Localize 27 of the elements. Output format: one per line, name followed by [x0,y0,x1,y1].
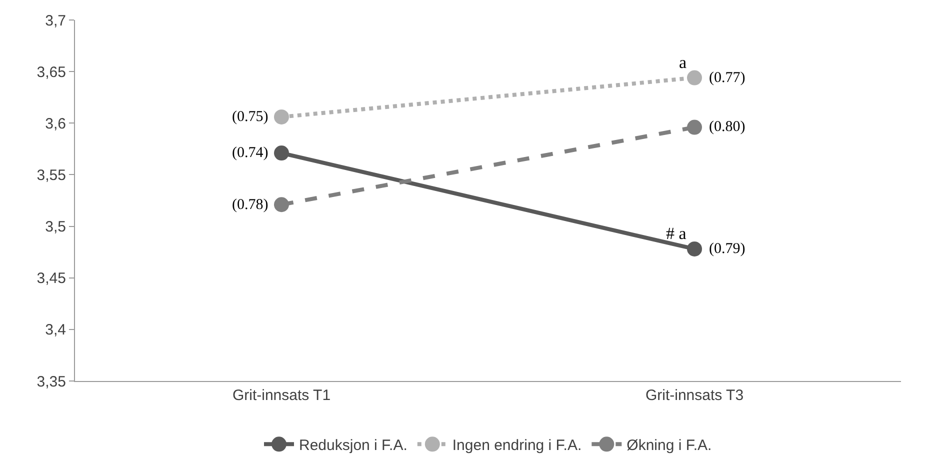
annotation: # a [666,224,687,243]
point [687,241,702,256]
legend-label: Reduksjon i F.A. [299,437,408,454]
legend-label: Økning i F.A. [626,437,712,454]
y-tick-label: 3,5 [45,218,66,236]
y-tick-label: 3,65 [36,64,66,81]
annotation: (0.79) [709,241,746,257]
point [274,146,289,161]
annotation: (0.75) [232,109,268,125]
point [687,70,702,86]
point [274,197,289,212]
point [274,109,289,124]
y-tick-label: 3,55 [36,166,66,184]
x-tick-label: Grit-innsats T3 [645,387,744,404]
annotation: (0.77) [709,70,746,86]
y-tick-label: 3,6 [45,115,66,132]
y-tick-label: 3,4 [45,322,66,339]
y-tick-label: 3,35 [36,373,66,390]
annotation: (0.78) [232,197,268,213]
y-tick-label: 3,7 [45,12,66,30]
annotation: (0.80) [709,119,746,135]
y-tick-label: 3,45 [36,270,66,288]
annotation: a [679,53,687,72]
x-tick-label: Grit-innsats T1 [232,387,331,404]
point [687,120,702,135]
legend-label: Ingen endring i F.A. [452,437,582,454]
annotation: (0.74) [232,145,268,161]
